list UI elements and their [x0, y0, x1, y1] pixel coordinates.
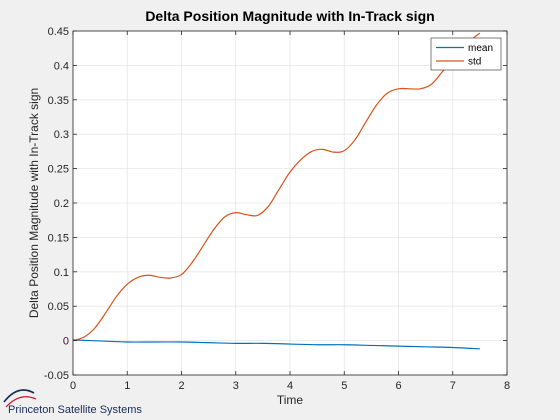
y-tick-label: 0.1	[54, 267, 69, 279]
chart-title: Delta Position Magnitude with In-Track s…	[145, 8, 434, 24]
legend: mean std	[430, 37, 502, 71]
series-line-mean	[72, 339, 480, 350]
y-tick-label: 0.25	[48, 164, 69, 176]
x-tick-label: 3	[233, 380, 239, 392]
series-line-std	[72, 32, 481, 342]
logo-swoosh-icon	[5, 396, 37, 408]
y-axis-label: Delta Position Magnitude with In-Track s…	[27, 88, 41, 318]
x-tick-label: 2	[178, 380, 184, 392]
ticks: 0 1 2 3 4 5 6 7 8-0.0500.050.10.150.20.250.30.35…	[44, 26, 510, 392]
legend-box	[430, 37, 502, 71]
y-tick-label: 0.15	[48, 232, 69, 244]
x-tick-label: 8	[504, 380, 510, 392]
y-tick-label: 0.4	[54, 60, 69, 72]
x-tick-label: 7	[450, 380, 456, 392]
logo-text: Princeton Satellite Systems	[8, 404, 142, 416]
y-tick-label: -0.05	[44, 370, 69, 382]
y-tick-label: 0.05	[48, 301, 69, 313]
x-tick-label: 4	[287, 380, 293, 392]
y-tick-label: 0.45	[48, 26, 69, 38]
x-axis-label: Time	[277, 393, 304, 407]
series-layer	[72, 32, 481, 350]
y-tick-label: 0	[63, 336, 69, 348]
x-tick-label: 5	[341, 380, 347, 392]
logo-arc-icon	[3, 389, 35, 403]
legend-mean-label: mean	[468, 43, 493, 54]
y-tick-label: 0.2	[54, 198, 69, 210]
legend-std-label: std	[468, 57, 481, 68]
x-tick-label: 0	[70, 380, 76, 392]
x-tick-label: 1	[124, 380, 130, 392]
y-tick-label: 0.3	[54, 129, 69, 141]
princeton-satellite-systems-logo: Princeton Satellite Systems	[3, 389, 142, 416]
x-tick-label: 6	[395, 380, 401, 392]
y-tick-label: 0.35	[48, 95, 69, 107]
